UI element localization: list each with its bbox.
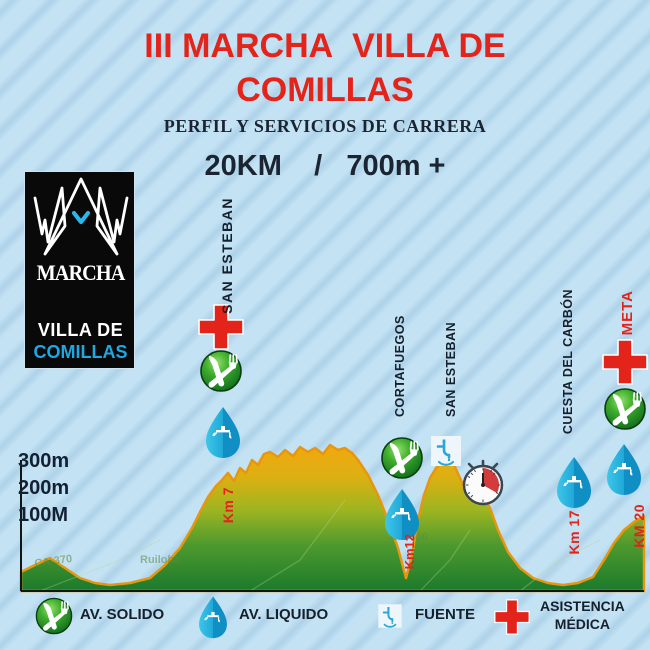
svg-text:CA-370: CA-370 (34, 553, 73, 570)
svg-text:Ruiloba: Ruiloba (140, 554, 181, 566)
